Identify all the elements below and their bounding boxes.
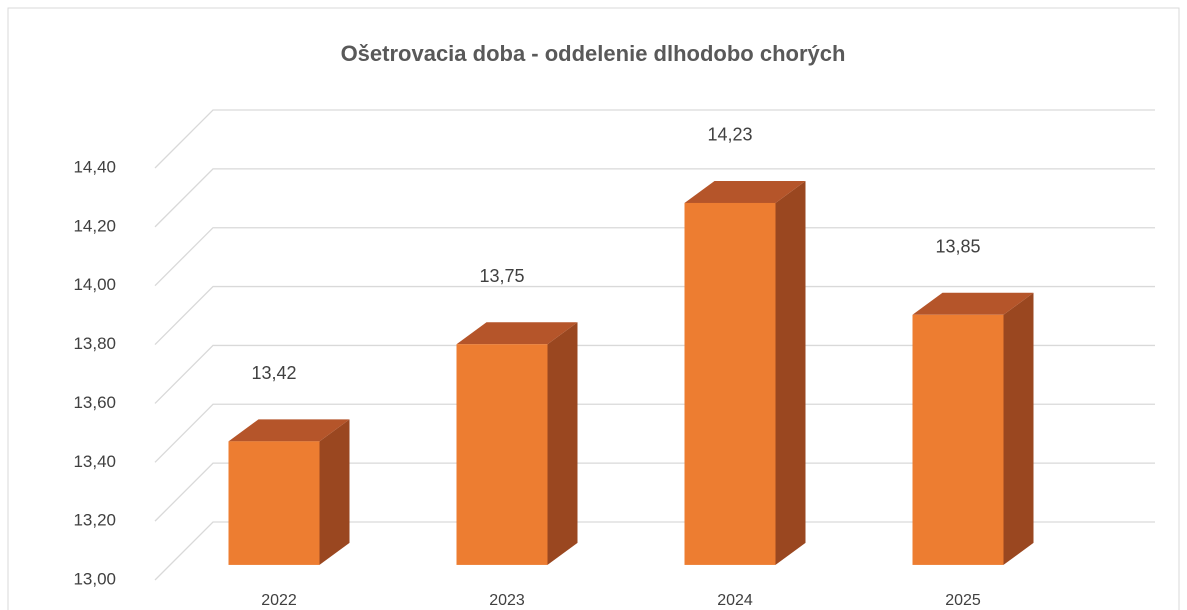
y-tick-label: 14,40 — [73, 157, 116, 176]
bar-side — [547, 322, 578, 565]
grid-line — [154, 168, 1155, 228]
y-tick-label: 13,00 — [73, 569, 116, 588]
grid-line — [154, 344, 1155, 404]
data-label: 13,85 — [935, 237, 980, 257]
x-tick-label: 2023 — [489, 592, 525, 609]
bar-side — [319, 419, 350, 565]
bar-top — [684, 180, 806, 203]
x-tick-label: 2025 — [945, 592, 981, 609]
bar — [456, 344, 548, 565]
bar — [912, 314, 1004, 565]
chart-title: Ošetrovacia doba - oddelenie dlhodobo ch… — [341, 41, 846, 66]
y-tick-label: 13,60 — [73, 393, 116, 412]
grid-line — [154, 403, 1155, 463]
bar — [228, 441, 320, 565]
y-tick-label: 13,20 — [73, 511, 116, 530]
bar-side — [775, 180, 806, 565]
data-label: 13,42 — [251, 363, 296, 383]
grid-line — [154, 227, 1155, 287]
y-tick-label: 14,00 — [73, 275, 116, 294]
y-tick-label: 13,40 — [73, 452, 116, 471]
y-tick-label: 13,80 — [73, 334, 116, 353]
bar-top — [228, 419, 350, 442]
bar-side — [1003, 292, 1034, 565]
grid-line — [154, 521, 1155, 581]
grid-line — [154, 462, 1155, 522]
bar-top — [912, 292, 1034, 315]
data-label: 14,23 — [707, 125, 752, 145]
bar-top — [456, 322, 578, 345]
grid-line — [154, 109, 1155, 169]
y-tick-label: 14,20 — [73, 216, 116, 235]
x-tick-label: 2024 — [717, 592, 753, 609]
bar — [684, 202, 776, 565]
x-tick-label: 2022 — [261, 592, 297, 609]
data-label: 13,75 — [479, 266, 524, 286]
grid-line — [154, 285, 1155, 346]
